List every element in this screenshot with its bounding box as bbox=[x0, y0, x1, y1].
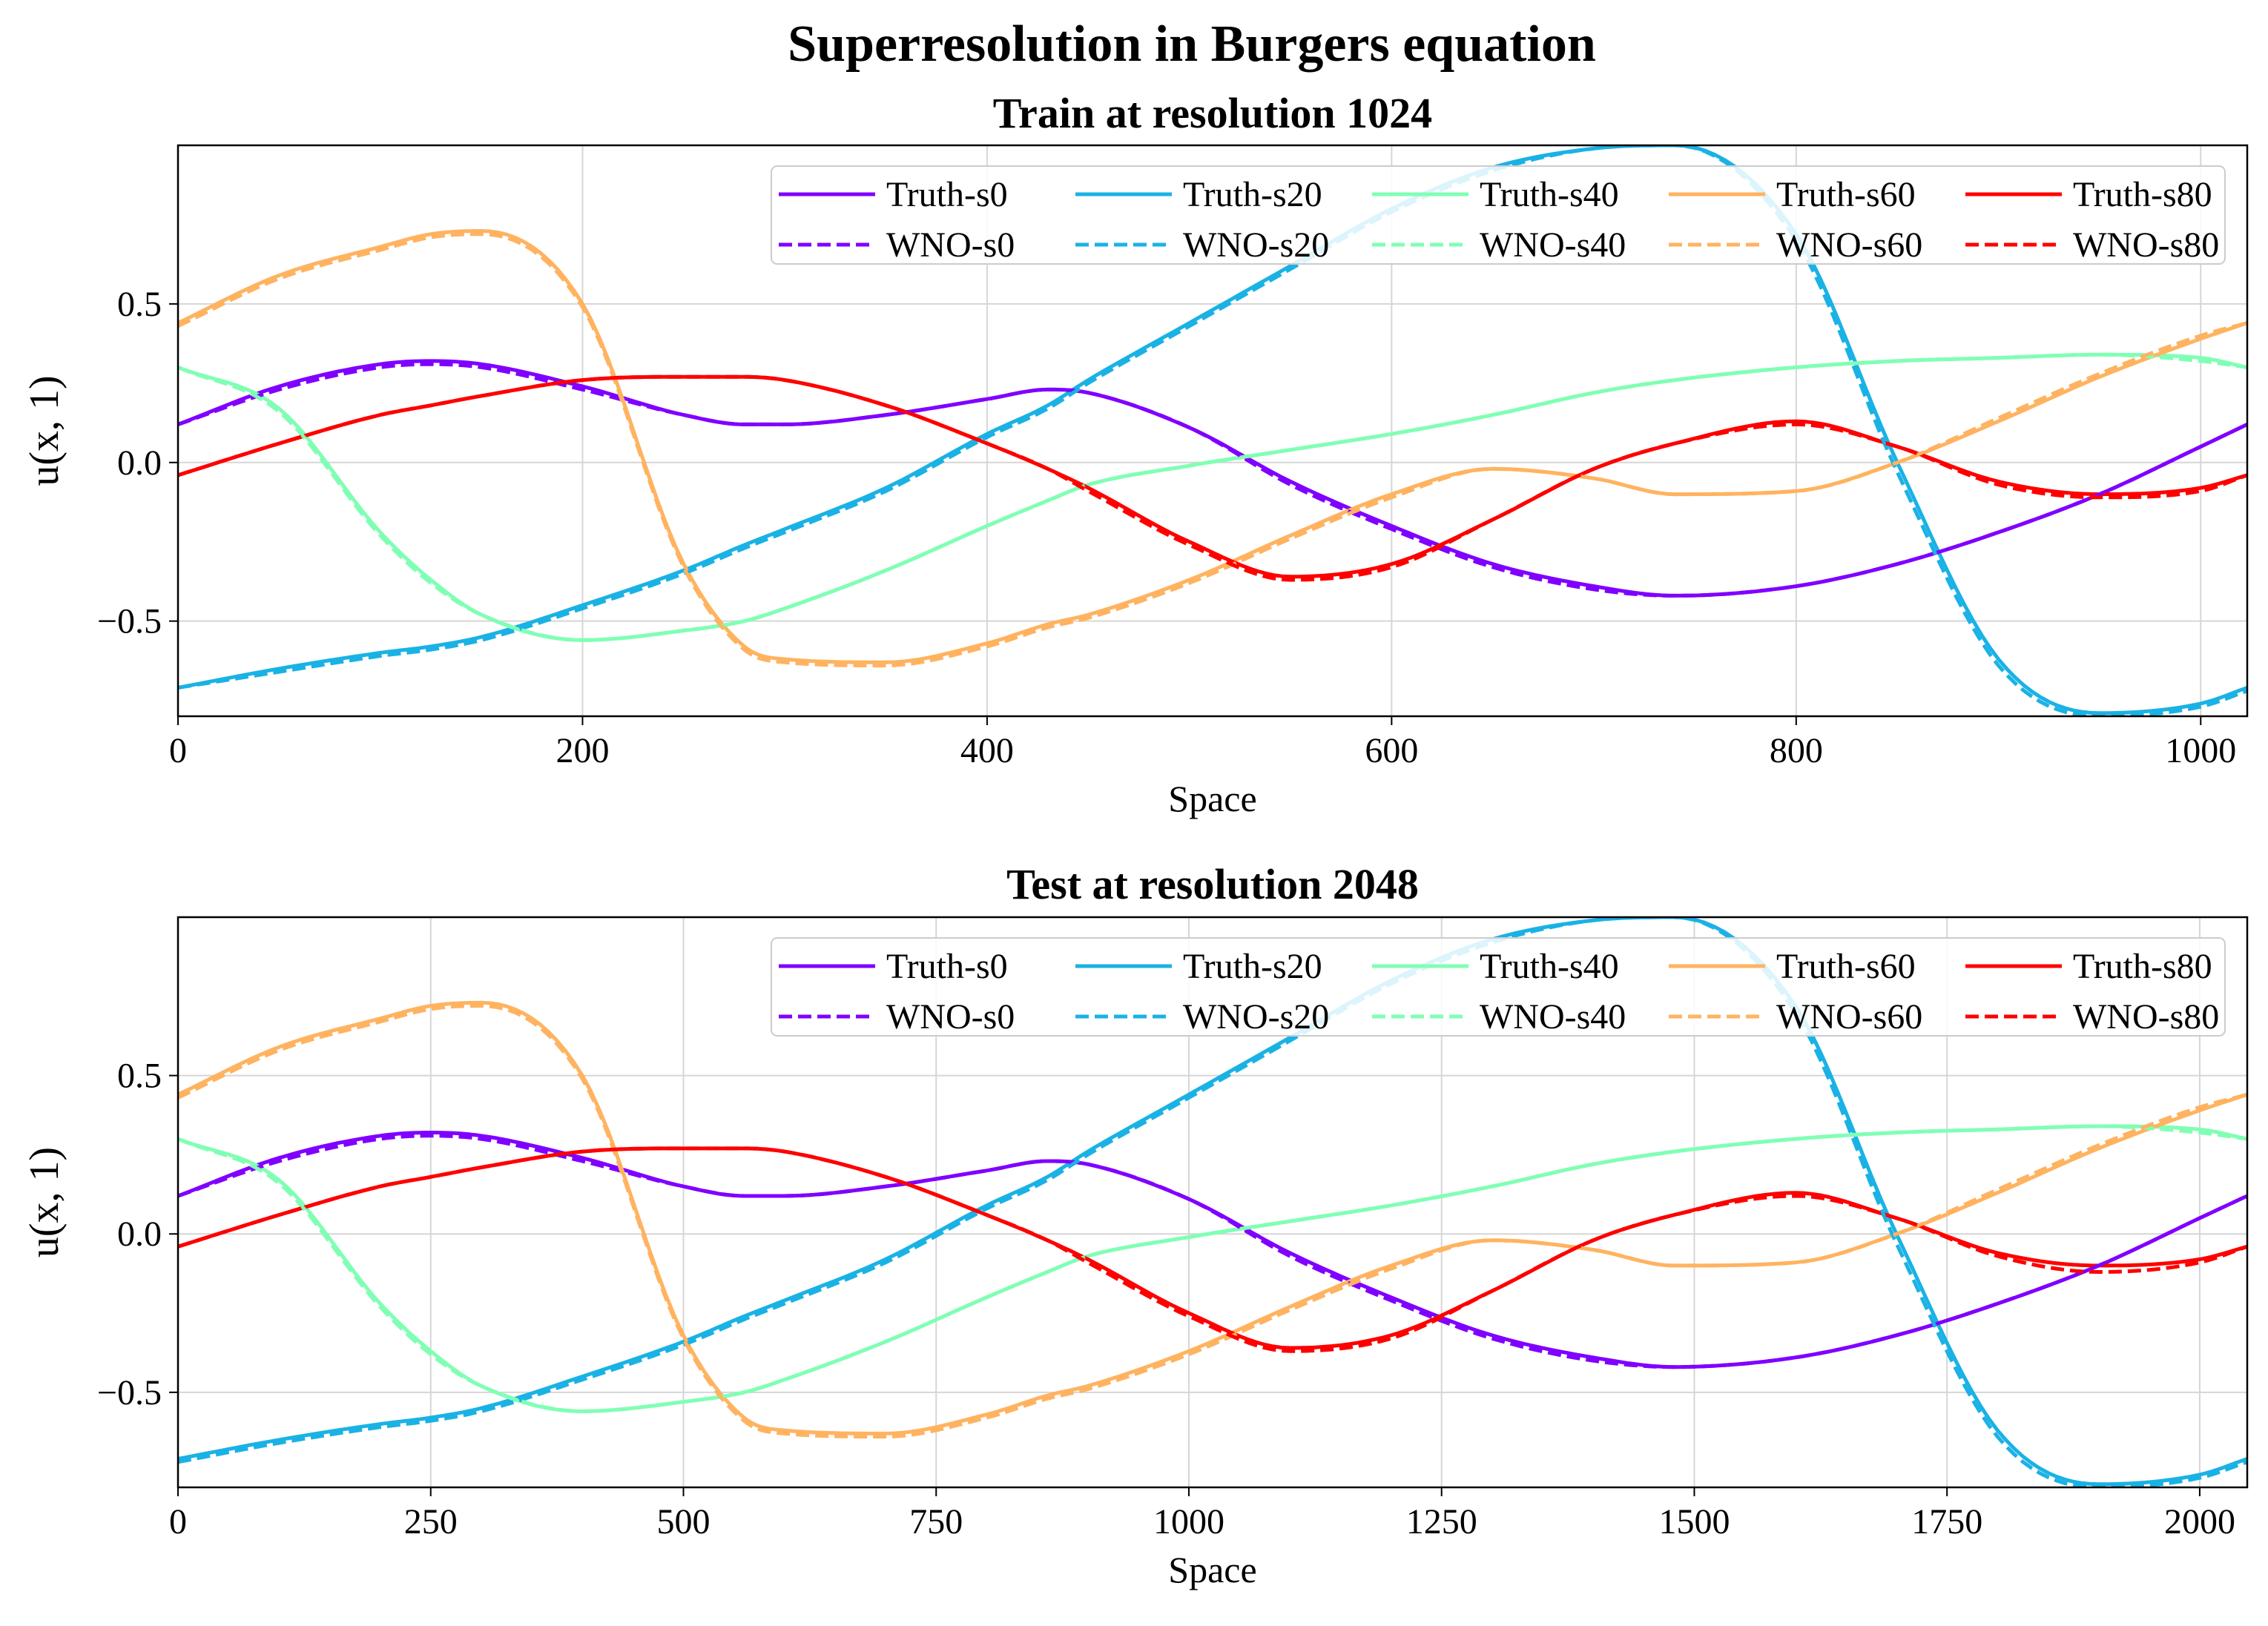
x-tick-label: 0 bbox=[169, 1502, 187, 1541]
legend: Truth-s0 Truth-s20 Truth-s40 Truth-s60 Truth… bbox=[771, 165, 2226, 265]
y-axis-label: u(x, 1) bbox=[22, 1147, 67, 1257]
y-tick-label: 0.5 bbox=[117, 1057, 162, 1096]
legend-label: WNO-s60 bbox=[1776, 225, 1922, 265]
series-line-wno-s0 bbox=[178, 362, 2247, 598]
legend-label: WNO-s80 bbox=[2073, 225, 2219, 265]
legend-label: Truth-s60 bbox=[1776, 947, 1916, 986]
axes-frame bbox=[177, 916, 2249, 1489]
series-lines bbox=[178, 145, 2247, 716]
axes-frame bbox=[177, 144, 2249, 718]
x-tick-label: 400 bbox=[960, 731, 1014, 770]
legend-label: Truth-s60 bbox=[1776, 175, 1916, 214]
x-tick-label: 0 bbox=[169, 731, 187, 770]
y-tick-label: −0.5 bbox=[97, 1373, 162, 1412]
x-axis-label: Space bbox=[1168, 1549, 1256, 1590]
series-line-wno-s20 bbox=[178, 145, 2247, 716]
legend-label: WNO-s80 bbox=[2073, 997, 2219, 1037]
series-line-wno-s20 bbox=[178, 917, 2247, 1487]
series-line-wno-s40 bbox=[178, 352, 2247, 642]
figure-suptitle: Superresolution in Burgers equation bbox=[788, 16, 1596, 73]
x-tick-label: 1750 bbox=[1911, 1502, 1982, 1541]
legend-label: Truth-s40 bbox=[1480, 175, 1619, 214]
legend-box bbox=[771, 937, 2226, 1037]
x-tick-label: 2000 bbox=[2164, 1502, 2235, 1541]
legend-label: Truth-s80 bbox=[2073, 175, 2212, 214]
legend-label: Truth-s0 bbox=[886, 175, 1008, 214]
legend-label: Truth-s20 bbox=[1183, 175, 1322, 214]
x-tick-label: 500 bbox=[656, 1502, 710, 1541]
series-line-wno-s80 bbox=[178, 1146, 2247, 1353]
legend-label: WNO-s20 bbox=[1183, 225, 1329, 265]
x-tick-label: 800 bbox=[1770, 731, 1823, 770]
series-line-wno-s40 bbox=[178, 1124, 2247, 1413]
y-tick-label: 0.5 bbox=[117, 285, 162, 324]
series-line-wno-s80 bbox=[178, 374, 2247, 582]
x-axis-label: Space bbox=[1168, 778, 1256, 819]
legend-label: WNO-s40 bbox=[1480, 997, 1626, 1037]
x-tick-label: 200 bbox=[556, 731, 609, 770]
y-tick-label: −0.5 bbox=[97, 602, 162, 641]
legend: Truth-s0 Truth-s20 Truth-s40 Truth-s60 Truth… bbox=[771, 937, 2226, 1037]
legend-label: WNO-s20 bbox=[1183, 997, 1329, 1037]
panel-title: Train at resolution 1024 bbox=[993, 89, 1432, 137]
x-tick-label: 600 bbox=[1365, 731, 1418, 770]
x-tick-label: 1500 bbox=[1658, 1502, 1730, 1541]
series-line-wno-s60 bbox=[178, 232, 2247, 668]
test-panel: Test at resolution 2048 0 250 500 750 1000 125… bbox=[22, 860, 2249, 1590]
x-tick-label: 1000 bbox=[1153, 1502, 1224, 1541]
y-tick-label: 0.0 bbox=[117, 1214, 162, 1254]
legend-label: WNO-s40 bbox=[1480, 225, 1626, 265]
legend-label: WNO-s0 bbox=[886, 997, 1015, 1037]
panel-title: Test at resolution 2048 bbox=[1006, 860, 1419, 908]
legend-label: Truth-s0 bbox=[886, 947, 1008, 986]
legend-label: WNO-s60 bbox=[1776, 997, 1922, 1037]
series-line-wno-s60 bbox=[178, 1004, 2247, 1439]
legend-label: Truth-s80 bbox=[2073, 947, 2212, 986]
series-line-wno-s0 bbox=[178, 1134, 2247, 1369]
y-axis-label: u(x, 1) bbox=[22, 375, 67, 486]
legend-box bbox=[771, 165, 2226, 265]
legend-label: Truth-s20 bbox=[1183, 947, 1322, 986]
x-tick-label: 250 bbox=[404, 1502, 458, 1541]
x-tick-label: 750 bbox=[909, 1502, 963, 1541]
x-tick-label: 1000 bbox=[2165, 731, 2236, 770]
x-tick-label: 1250 bbox=[1406, 1502, 1477, 1541]
y-tick-label: 0.0 bbox=[117, 443, 162, 483]
legend-label: Truth-s40 bbox=[1480, 947, 1619, 986]
train-panel: Train at resolution 1024 0 200 400 600 800 100… bbox=[22, 89, 2249, 819]
series-lines bbox=[178, 917, 2247, 1487]
legend-label: WNO-s0 bbox=[886, 225, 1015, 265]
